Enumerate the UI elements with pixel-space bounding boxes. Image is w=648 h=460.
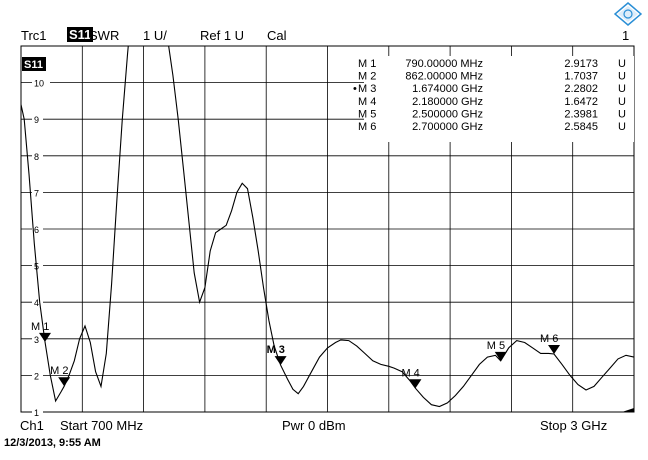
marker-triangle — [58, 377, 71, 387]
marker-table-unit: U — [618, 108, 626, 120]
y-tick-label-bg — [32, 149, 43, 162]
marker-table-name: M 2 — [358, 71, 376, 83]
y-tick-label: 6 — [34, 225, 39, 235]
corner-wedge-icon — [622, 408, 634, 412]
y-tick-label-bg — [32, 113, 43, 126]
marker-table-value: 2.3981 — [564, 108, 598, 120]
marker-table-freq: 790.00000 MHz — [405, 58, 483, 70]
trace-line — [21, 46, 634, 408]
marker-table-unit: U — [618, 96, 626, 108]
trace-badge: S11 — [24, 59, 43, 71]
marker-triangle — [38, 332, 51, 342]
y-tick-label-bg — [32, 332, 43, 345]
marker-triangle — [274, 356, 287, 366]
marker-table-value: 1.6472 — [564, 96, 598, 108]
y-tick-label-bg — [32, 186, 43, 199]
power-level[interactable]: Pwr 0 dBm — [282, 418, 346, 433]
marker-table: M 1 790.00000 MHz 2.9173 UM 2 862.00000 MHz 1… — [353, 56, 634, 142]
marker-table-unit: U — [618, 83, 626, 95]
trace-layer — [21, 46, 634, 408]
marker-table-name: M 6 — [358, 121, 376, 133]
marker-table-freq: 1.674000 GHz — [412, 83, 483, 95]
y-tick-label-bg — [32, 259, 43, 272]
y-tick-label-bg — [32, 296, 43, 309]
marker-table-freq: 862.00000 MHz — [405, 71, 483, 83]
y-tick-label: 2 — [34, 371, 39, 381]
marker-label: M 5 — [487, 340, 505, 352]
brand-logo-icon — [614, 2, 642, 26]
cal-label: Cal — [267, 28, 287, 43]
marker-table-name: M 5 — [358, 108, 376, 120]
ref-label[interactable]: Ref 1 U — [200, 28, 245, 43]
marker-table-value: 2.5845 — [564, 121, 598, 133]
marker-label: M 6 — [540, 333, 558, 345]
marker-table-unit: U — [618, 121, 626, 133]
y-tick-label: 8 — [34, 152, 39, 162]
marker-label: M 2 — [50, 365, 68, 377]
y-tick-label: 4 — [34, 298, 39, 308]
trace-name[interactable]: Trc1 — [21, 28, 47, 43]
y-tick-label-bg — [32, 369, 43, 382]
marker-table-name: M 3 — [358, 83, 376, 95]
stop-frequency[interactable]: Stop 3 GHz — [540, 418, 608, 433]
channel-index: 1 — [622, 28, 630, 43]
scale-label[interactable]: 1 U/ — [143, 28, 167, 43]
active-marker-dot: • — [353, 83, 357, 95]
marker-table-value: 2.2802 — [564, 83, 598, 95]
y-tick-label: 10 — [34, 79, 44, 89]
format-label[interactable]: SWR — [89, 28, 120, 43]
parameter-badge[interactable]: S11 — [67, 27, 94, 42]
marker-table-value: 1.7037 — [564, 71, 598, 83]
y-tick-label: 7 — [34, 188, 39, 198]
channel-label[interactable]: Ch1 — [20, 418, 44, 433]
y-tick-label-bg — [32, 406, 43, 418]
start-frequency[interactable]: Start 700 MHz — [60, 418, 144, 433]
y-tick-label: 1 — [34, 408, 39, 418]
marker-triangle — [409, 379, 422, 389]
marker-triangle — [494, 351, 507, 361]
y-tick-label: 9 — [34, 115, 39, 125]
marker-table-unit: U — [618, 71, 626, 83]
marker-table-name: M 1 — [358, 58, 376, 70]
marker-table-freq: 2.500000 GHz — [412, 108, 483, 120]
marker-table-freq: 2.180000 GHz — [412, 96, 483, 108]
marker-table-bg — [364, 56, 634, 142]
y-tick-label: 3 — [34, 335, 39, 345]
marker-label: M 1 — [31, 321, 49, 333]
marker-triangle — [548, 345, 561, 355]
y-tick-label-bg — [32, 76, 50, 89]
markers-layer: M 1 M 2 M 3 M 4 M 5 M 6 — [31, 321, 634, 412]
marker-table-unit: U — [618, 58, 626, 70]
y-tick-label-bg — [32, 223, 43, 235]
marker-table-freq: 2.700000 GHz — [412, 121, 483, 133]
trace-badge-bg — [22, 57, 46, 71]
marker-table-name: M 4 — [358, 96, 376, 108]
marker-label: M 3 — [267, 344, 285, 356]
marker-label: M 4 — [401, 367, 419, 379]
timestamp: 12/3/2013, 9:55 AM — [4, 437, 101, 449]
marker-table-value: 2.9173 — [564, 58, 598, 70]
